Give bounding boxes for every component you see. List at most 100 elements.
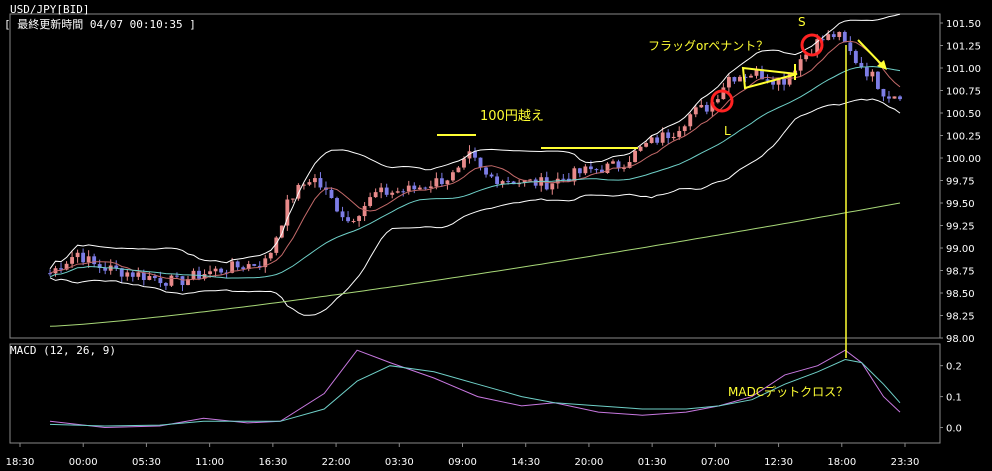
candle-body — [213, 268, 218, 272]
candle-body — [831, 34, 836, 38]
time-axis: 18:30 00:00 05:30 11:00 16:30 22:00 03:30 09:00… — [6, 443, 920, 468]
candle-body — [406, 185, 411, 192]
candle-body — [622, 167, 626, 169]
candle-body — [776, 78, 781, 85]
candle-body — [898, 96, 902, 100]
time-tick-label: 18:30 — [6, 457, 35, 468]
annotation-S: S — [798, 15, 806, 29]
candle-body — [682, 126, 687, 132]
candle-body — [462, 158, 466, 168]
time-tick-label: 07:00 — [701, 457, 730, 468]
candle-body — [804, 54, 809, 60]
candle-body — [445, 180, 450, 185]
symbol-label: USD/JPY[BID] — [10, 3, 90, 16]
ma-long-line — [49, 202, 901, 327]
candle-body — [864, 67, 869, 77]
bollinger-lower — [49, 98, 901, 316]
candle-body — [655, 137, 660, 143]
time-tick-label: 23:30 — [891, 457, 920, 468]
price-tick-label: 100.00 — [946, 154, 981, 165]
candle-body — [318, 178, 323, 188]
candle-body — [373, 192, 378, 198]
time-tick-label: 20:00 — [575, 457, 604, 468]
annotation-flag: フラッグorペナント？ — [648, 39, 768, 53]
candle-body — [660, 132, 665, 143]
candle-body — [870, 71, 875, 77]
candle-body — [677, 131, 682, 137]
candle-body — [70, 257, 74, 264]
candle-body — [666, 132, 671, 139]
candle-body — [633, 150, 637, 163]
ma-mid-line — [49, 65, 901, 279]
candle-body — [688, 114, 693, 127]
macd-frame — [9, 343, 941, 444]
price-tick-label: 100.75 — [946, 87, 981, 98]
candle-body — [451, 172, 455, 181]
time-tick-label: 03:30 — [385, 457, 414, 468]
annotations: 100円越え フラッグorペナント？ L S MADCデットクロス？ — [437, 15, 887, 399]
candle-body — [456, 167, 461, 173]
candle-body — [484, 167, 488, 175]
candle-body — [644, 143, 649, 147]
price-tick-label: 101.00 — [946, 64, 981, 75]
candle-body — [274, 237, 279, 253]
candle-body — [528, 179, 533, 181]
candle-body — [252, 264, 257, 266]
ma-short-line — [49, 40, 901, 281]
annotation-100yen: 100円越え — [480, 109, 544, 124]
candle-body — [119, 268, 124, 277]
candle-body — [114, 265, 119, 269]
candle-body — [136, 272, 141, 277]
price-tick-label: 98.00 — [946, 334, 975, 345]
candle-body — [401, 191, 406, 193]
candle-body — [175, 275, 179, 277]
time-tick-label: 12:30 — [764, 457, 793, 468]
candle-body — [263, 258, 268, 268]
candle-body — [202, 274, 207, 279]
candle-body — [749, 75, 753, 78]
candle-body — [97, 264, 102, 269]
candle-body — [379, 187, 384, 193]
candle-body — [141, 272, 146, 280]
candle-body — [439, 178, 444, 185]
down-arrow-head — [877, 60, 887, 70]
candle-body — [754, 69, 759, 76]
candle-body — [313, 178, 317, 183]
short-entry-circle — [800, 33, 824, 57]
price-tick-label: 98.25 — [946, 312, 975, 323]
price-tick-label: 100.50 — [946, 109, 981, 120]
candle-body — [837, 31, 842, 38]
candle-body — [197, 270, 201, 279]
candle-body — [892, 96, 897, 99]
price-tick-label: 99.00 — [946, 244, 975, 255]
time-tick-label: 09:00 — [448, 457, 477, 468]
candle-body — [765, 79, 770, 81]
price-tick-label: 99.75 — [946, 177, 975, 188]
candle-body — [671, 136, 676, 139]
candle-body — [230, 261, 235, 273]
candle-body — [163, 283, 168, 286]
candle-body — [235, 261, 240, 268]
candle-body — [152, 276, 157, 279]
candle-body — [583, 166, 588, 174]
candle-body — [219, 268, 224, 273]
annotation-L: L — [724, 124, 731, 138]
candle-body — [428, 186, 433, 188]
time-tick-label: 14:30 — [511, 457, 540, 468]
candle-body — [290, 198, 295, 200]
candle-body — [561, 178, 566, 180]
price-tick-label: 99.25 — [946, 222, 975, 233]
candle-body — [605, 163, 610, 174]
candle-body — [335, 198, 339, 212]
price-panel: 98.00 98.25 98.50 98.75 99.00 99.25 99.50 99.75… — [48, 13, 981, 345]
candle-body — [842, 31, 847, 43]
candle-body — [495, 176, 499, 185]
candle-body — [699, 104, 704, 108]
candle-body — [346, 217, 350, 222]
candle-body — [340, 211, 345, 218]
candle-body — [208, 271, 212, 275]
candle-body — [881, 88, 886, 97]
candle-body — [368, 197, 373, 206]
candle-body — [798, 59, 803, 71]
pennant-shape — [741, 66, 798, 90]
